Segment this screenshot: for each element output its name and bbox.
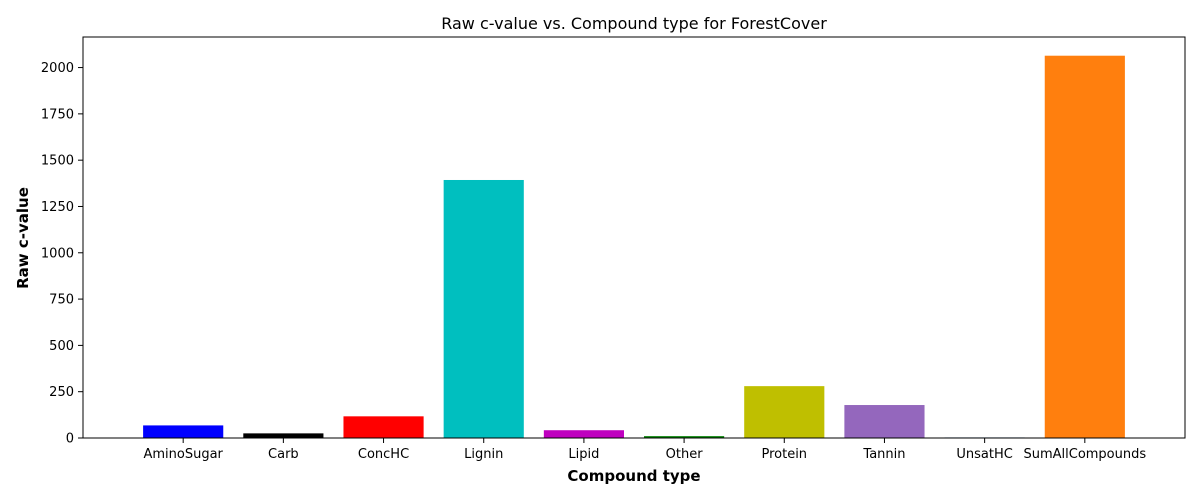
- bar-tannin: [844, 405, 925, 438]
- x-tick-label: Other: [666, 447, 704, 462]
- x-axis: AminoSugar Carb ConcHC Lignin Lipid Other Prot…: [143, 438, 1146, 462]
- bar-lipid: [543, 430, 624, 438]
- x-tick-label: AminoSugar: [143, 447, 223, 462]
- y-tick-label: 2000: [41, 61, 74, 76]
- y-axis: 0 250 500 750 1000 1250 1500 1750 2000: [41, 61, 83, 447]
- y-tick-label: 0: [66, 432, 74, 447]
- bar-aminosugar: [143, 425, 224, 438]
- x-tick-label: UnsatHC: [956, 447, 1012, 462]
- bar-conchc: [343, 416, 424, 438]
- y-tick-label: 250: [49, 385, 74, 400]
- y-tick-label: 500: [49, 339, 74, 354]
- y-tick-label: 1250: [41, 200, 74, 215]
- bar-carb: [243, 433, 324, 438]
- y-tick-label: 1500: [41, 154, 74, 169]
- x-tick-label: Protein: [761, 447, 807, 462]
- x-tick-label: Tannin: [862, 447, 905, 462]
- bar-other: [644, 436, 725, 438]
- y-tick-label: 1750: [41, 107, 74, 122]
- bars-group: [143, 55, 1125, 439]
- x-axis-label: Compound type: [567, 467, 700, 485]
- bar-lignin: [443, 179, 524, 439]
- x-tick-label: SumAllCompounds: [1023, 447, 1146, 462]
- chart-title: Raw c-value vs. Compound type for Forest…: [441, 14, 827, 33]
- x-tick-label: ConcHC: [358, 447, 409, 462]
- bar-protein: [744, 386, 825, 438]
- x-tick-label: Lipid: [568, 447, 599, 462]
- y-axis-label: Raw c-value: [14, 187, 32, 289]
- plot-area-frame: [82, 36, 1186, 439]
- bar-sumallcompounds: [1044, 55, 1125, 439]
- y-tick-label: 1000: [41, 246, 74, 261]
- y-tick-label: 750: [49, 293, 74, 308]
- x-tick-label: Carb: [268, 447, 299, 462]
- x-tick-label: Lignin: [464, 447, 503, 462]
